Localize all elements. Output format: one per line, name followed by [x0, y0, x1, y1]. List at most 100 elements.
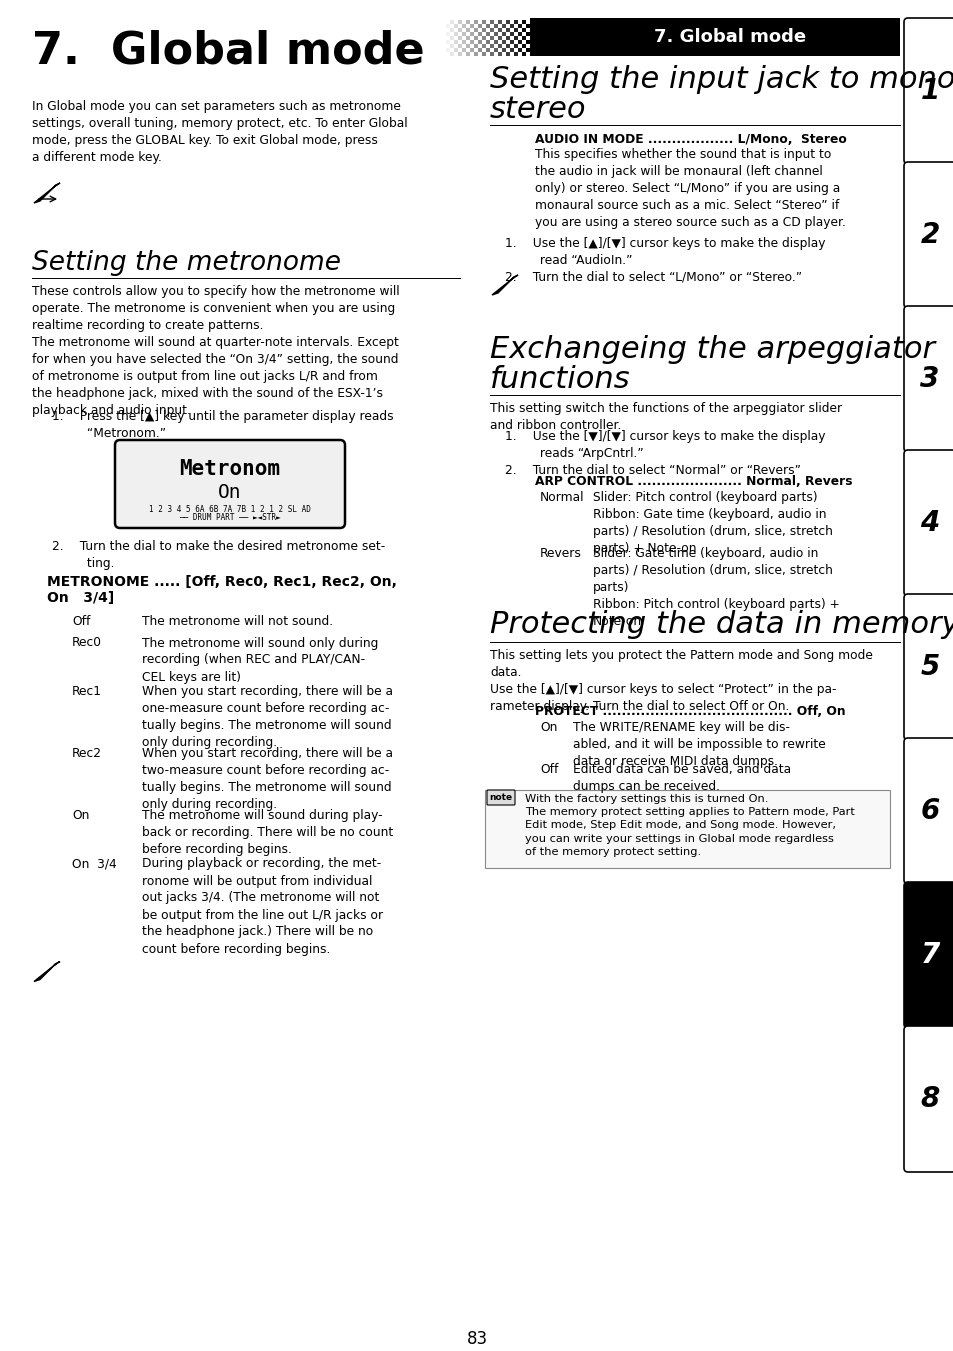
Bar: [525, 24, 530, 28]
Bar: [525, 32, 530, 36]
Text: Metronom: Metronom: [179, 459, 280, 480]
Text: 1.  Press the [▲] key until the parameter display reads
         “Metronom.”: 1. Press the [▲] key until the parameter…: [52, 409, 394, 440]
Text: This setting switch the functions of the arpeggiator slider
and ribbon controlle: This setting switch the functions of the…: [490, 403, 841, 432]
Bar: [481, 51, 485, 55]
Text: On: On: [71, 809, 90, 821]
Bar: [454, 24, 457, 28]
Text: When you start recording, there will be a
one-measure count before recording ac-: When you start recording, there will be …: [142, 685, 393, 748]
Text: On  3/4: On 3/4: [71, 858, 116, 870]
Bar: [461, 32, 465, 36]
FancyBboxPatch shape: [115, 440, 345, 528]
Bar: [485, 49, 490, 51]
Bar: [521, 36, 525, 41]
Bar: [450, 45, 454, 49]
Text: 1 2 3 4 5 6A 6B 7A 7B 1 2 1 2 SL AD: 1 2 3 4 5 6A 6B 7A 7B 1 2 1 2 SL AD: [149, 505, 311, 515]
Bar: [465, 36, 470, 41]
Polygon shape: [34, 185, 56, 203]
Bar: [450, 36, 454, 41]
Text: Protecting the data in memory: Protecting the data in memory: [490, 611, 953, 639]
Bar: [465, 45, 470, 49]
FancyBboxPatch shape: [903, 1025, 953, 1173]
Text: The metronome will sound only during
recording (when REC and PLAY/CAN-
CEL keys : The metronome will sound only during rec…: [142, 636, 378, 684]
FancyBboxPatch shape: [903, 594, 953, 740]
Bar: [494, 24, 497, 28]
Bar: [514, 51, 517, 55]
Text: 7.  Global mode: 7. Global mode: [32, 30, 424, 73]
Polygon shape: [54, 962, 60, 966]
Text: 7. Global mode: 7. Global mode: [653, 28, 805, 46]
Bar: [510, 32, 514, 36]
Bar: [474, 45, 477, 49]
Bar: [465, 51, 470, 55]
Text: PROTECT ........................................ Off, On: PROTECT ................................…: [535, 705, 844, 717]
Bar: [505, 28, 510, 32]
FancyBboxPatch shape: [903, 450, 953, 596]
Bar: [481, 20, 485, 24]
Text: The metronome will not sound.: The metronome will not sound.: [142, 615, 333, 628]
Text: stereo: stereo: [490, 95, 586, 124]
Text: note: note: [489, 793, 512, 802]
Bar: [474, 20, 477, 24]
Bar: [461, 24, 465, 28]
Bar: [485, 32, 490, 36]
Bar: [461, 41, 465, 45]
Bar: [505, 51, 510, 55]
Bar: [501, 24, 505, 28]
Text: When you start recording, there will be a
two-measure count before recording ac-: When you start recording, there will be …: [142, 747, 393, 811]
Bar: [446, 24, 450, 28]
Text: Revers: Revers: [539, 547, 581, 561]
Bar: [497, 36, 501, 41]
Text: Normal: Normal: [539, 490, 584, 504]
Bar: [446, 49, 450, 51]
Bar: [446, 32, 450, 36]
Text: Setting the metronome: Setting the metronome: [32, 250, 340, 276]
Bar: [474, 51, 477, 55]
FancyBboxPatch shape: [903, 18, 953, 163]
Bar: [505, 20, 510, 24]
Text: 7: 7: [920, 942, 939, 969]
Text: Off: Off: [71, 615, 91, 628]
Bar: [517, 24, 521, 28]
Text: functions: functions: [490, 365, 630, 394]
Text: 2.  Turn the dial to make the desired metronome set-
         ting.: 2. Turn the dial to make the desired met…: [52, 540, 385, 570]
Bar: [450, 20, 454, 24]
Bar: [494, 49, 497, 51]
Bar: [497, 20, 501, 24]
Text: 2: 2: [920, 222, 939, 249]
Text: Edited data can be saved, and data
dumps can be received.: Edited data can be saved, and data dumps…: [573, 763, 790, 793]
Bar: [441, 51, 446, 55]
Bar: [457, 51, 461, 55]
Text: Rec0: Rec0: [71, 636, 102, 650]
Text: In Global mode you can set parameters such as metronome
settings, overall tuning: In Global mode you can set parameters su…: [32, 100, 407, 163]
Text: The WRITE/RENAME key will be dis-
abled, and it will be impossible to rewrite
da: The WRITE/RENAME key will be dis- abled,…: [573, 721, 825, 767]
Bar: [490, 28, 494, 32]
Text: 5: 5: [920, 653, 939, 681]
Bar: [497, 51, 501, 55]
Text: 1.  Use the [▲]/[▼] cursor keys to make the display
         read “AudioIn.”
2. : 1. Use the [▲]/[▼] cursor keys to make t…: [504, 236, 824, 284]
Bar: [517, 41, 521, 45]
Bar: [454, 41, 457, 45]
Bar: [457, 20, 461, 24]
FancyBboxPatch shape: [484, 790, 889, 867]
Text: METRONOME ..... [Off, Rec0, Rec1, Rec2, On,: METRONOME ..... [Off, Rec0, Rec1, Rec2, …: [47, 576, 396, 589]
Text: This specifies whether the sound that is input to
the audio in jack will be mona: This specifies whether the sound that is…: [535, 149, 845, 230]
Bar: [481, 45, 485, 49]
Bar: [525, 49, 530, 51]
Bar: [501, 32, 505, 36]
Text: 1: 1: [920, 77, 939, 105]
Bar: [441, 20, 446, 24]
Bar: [514, 45, 517, 49]
Bar: [510, 24, 514, 28]
Bar: [497, 28, 501, 32]
Text: During playback or recording, the met-
ronome will be output from individual
out: During playback or recording, the met- r…: [142, 858, 383, 955]
Bar: [450, 28, 454, 32]
Text: ARP CONTROL ...................... Normal, Revers: ARP CONTROL ...................... Norma…: [535, 476, 852, 488]
Bar: [490, 36, 494, 41]
Bar: [485, 41, 490, 45]
Bar: [501, 49, 505, 51]
Bar: [490, 51, 494, 55]
Bar: [470, 49, 474, 51]
Text: Rec1: Rec1: [71, 685, 102, 698]
Bar: [525, 41, 530, 45]
Text: Slider: Pitch control (keyboard parts)
Ribbon: Gate time (keyboard, audio in
par: Slider: Pitch control (keyboard parts) R…: [593, 490, 832, 555]
